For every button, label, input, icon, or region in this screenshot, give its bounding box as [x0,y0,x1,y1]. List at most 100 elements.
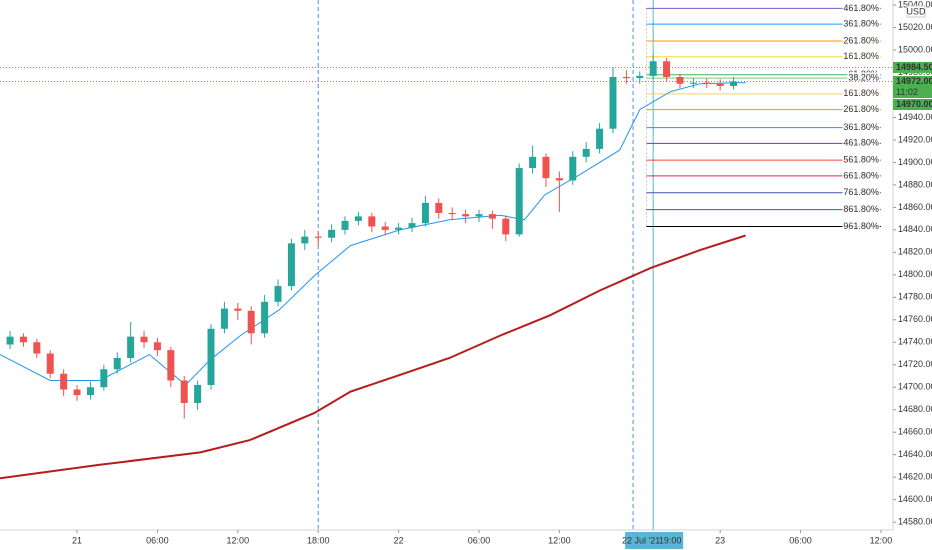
y-tick-label: 14860.00 [898,202,932,212]
y-tick-label: 14920.00 [898,134,932,144]
y-tick-label: 14940.00 [898,112,932,122]
candle-body [6,336,14,345]
candle-body [368,216,376,227]
y-tick-label: 14580.00 [898,517,932,527]
fib-label-bg [842,137,880,148]
candle-body [261,301,269,334]
candle-body [60,373,68,390]
candle-body [220,308,228,329]
x-tick-label: 18:00 [307,535,330,545]
fib-label-bg [842,2,880,13]
candle-body [341,220,349,230]
candle-body [703,82,711,84]
fib-label-bg [842,170,880,181]
candle-body [19,336,27,343]
y-tick-label: 14900.00 [898,157,932,167]
candle-body [529,156,537,169]
fib-label-bg [842,154,880,165]
fib-label-bg [842,88,880,99]
y-tick-label: 14640.00 [898,449,932,459]
y-tick-label: 14740.00 [898,337,932,347]
candle-body [167,350,175,381]
candle-body [542,156,550,179]
price-box-label: 14984.50 [896,62,932,72]
fib-label-bg [842,220,880,231]
candle-body [636,75,644,79]
candle-body [180,380,188,403]
fib-label: 461.80% [843,3,879,13]
candle-body [596,128,604,149]
fib-label-bg [842,18,880,29]
fib-label-bg [842,51,880,62]
candle-body [33,342,41,354]
candle-body [395,227,403,230]
candle-body [287,243,295,287]
candle-body [100,369,108,388]
x-tick-label: 22 [394,535,404,545]
candle-body [127,336,135,359]
x-tick-label: 12:00 [870,535,893,545]
price-box-label: 14972.00 [896,76,932,86]
y-tick-label: 14620.00 [898,472,932,482]
y-tick-label: 14820.00 [898,247,932,257]
x-tick-label: 21 [72,535,82,545]
candle-body [515,168,523,235]
fib-label-bg [842,35,880,46]
y-tick-label: 14720.00 [898,359,932,369]
candle-body [622,76,630,79]
candle-body [475,214,483,217]
candle-body [716,83,724,86]
candle-body [408,223,416,228]
fib-label: 261.80% [843,35,879,45]
candle-body [113,358,121,370]
y-tick-label: 15040.00 [898,0,932,9]
y-tick-label: 14660.00 [898,427,932,437]
candle-body [609,76,617,129]
candle-body [569,156,577,181]
candle-body [140,336,148,343]
x-tick-label: 06:00 [468,535,491,545]
fib-label: 961.80% [843,221,879,231]
candle-body [555,178,563,181]
fib-label: 361.80% [843,19,879,29]
moving-average [0,234,746,480]
candle-body [247,310,255,334]
price-box [893,61,932,73]
moving-average [0,82,746,386]
y-tick-label: 15000.00 [898,44,932,54]
candle-body [649,61,657,76]
candle-body [46,353,54,374]
fib-label-bg [842,103,880,114]
y-tick-label: 15020.00 [898,22,932,32]
candle-body [194,384,202,403]
y-tick-label: 14840.00 [898,224,932,234]
candle-body [689,82,697,84]
countdown-label: 11:02 [896,87,918,97]
fib-label: 761.80% [843,187,879,197]
candle-body [730,81,738,86]
candle-body [448,213,456,215]
x-tick-label: 12:00 [227,535,250,545]
fib-label: 861.80% [843,204,879,214]
x-tick-label: 06:00 [789,535,812,545]
fib-label-bg [847,72,880,83]
candle-body [354,216,362,221]
candle-body [676,76,684,84]
candle-body [582,148,590,157]
candle-body [421,202,429,224]
candle-body [488,214,496,219]
fib-label: 161.80% [843,88,879,98]
fib-label: 461.80% [843,138,879,148]
candle-body [274,286,282,302]
candle-body [314,236,322,238]
currency-label: USD [906,6,926,16]
crosshair-time: 19:00 [659,535,682,545]
candle-body [381,226,389,230]
crosshair-box [625,532,684,549]
candle-body [207,328,215,385]
candle-body [663,61,671,77]
price-box [893,75,932,98]
x-tick-label: 23 [715,535,725,545]
x-tick-label: 12:00 [548,535,571,545]
